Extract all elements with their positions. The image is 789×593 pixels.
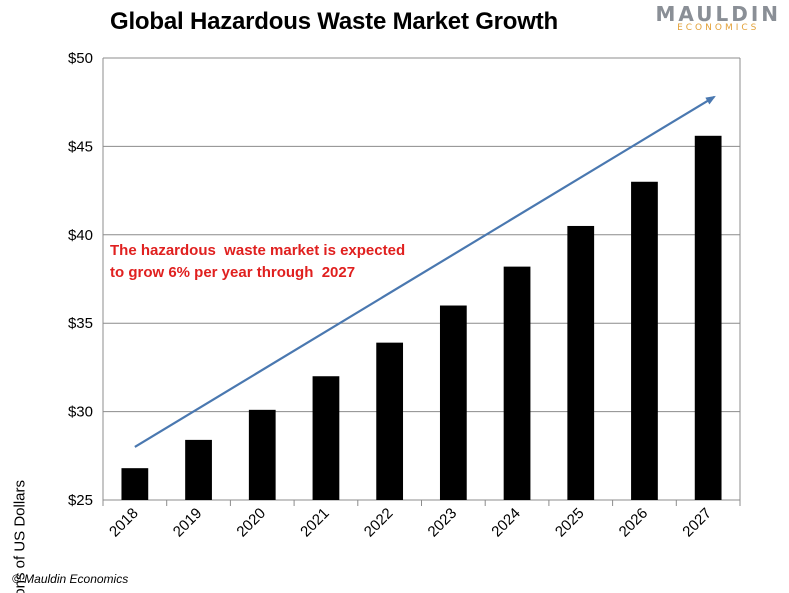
bar: [248, 409, 276, 500]
annotation-line: to grow 6% per year through 2027: [110, 264, 355, 281]
x-tick-label: 2025: [552, 505, 588, 541]
bar: [567, 225, 595, 500]
x-tick-label: 2021: [297, 505, 333, 541]
bar: [185, 439, 212, 500]
logo-sub-text: ECONOMICS: [677, 23, 760, 33]
x-tick-label: 2019: [170, 505, 206, 541]
bar: [121, 468, 149, 500]
y-tick-label: $40: [68, 227, 93, 244]
x-tick-label: 2023: [425, 505, 461, 541]
y-tick-label: $35: [68, 315, 93, 332]
y-tick-label: $45: [68, 138, 93, 155]
bar: [694, 135, 722, 501]
bar: [503, 266, 531, 500]
bar: [631, 181, 658, 500]
x-tick-label: 2024: [488, 505, 524, 541]
y-tick-label: $30: [68, 404, 93, 421]
bar: [312, 376, 340, 500]
annotation-line: The hazardous waste market is expected: [110, 242, 405, 259]
x-tick-label: 2027: [679, 505, 715, 541]
x-tick-label: 2020: [233, 505, 269, 541]
bar: [376, 342, 404, 500]
chart-title: Global Hazardous Waste Market Growth: [110, 8, 558, 35]
x-tick-label: 2018: [106, 505, 142, 541]
bar: [439, 305, 467, 500]
copyright-note: © Mauldin Economics: [12, 572, 129, 586]
x-tick-label: 2026: [616, 505, 652, 541]
x-tick-label: 2022: [361, 505, 397, 541]
y-tick-label: $25: [68, 492, 93, 509]
logo-main-text: MAULDIN: [655, 2, 781, 26]
brand-logo: MAULDIN ECONOMICS: [655, 2, 781, 33]
y-tick-label: $50: [68, 50, 93, 67]
trend-arrow: [134, 95, 716, 448]
